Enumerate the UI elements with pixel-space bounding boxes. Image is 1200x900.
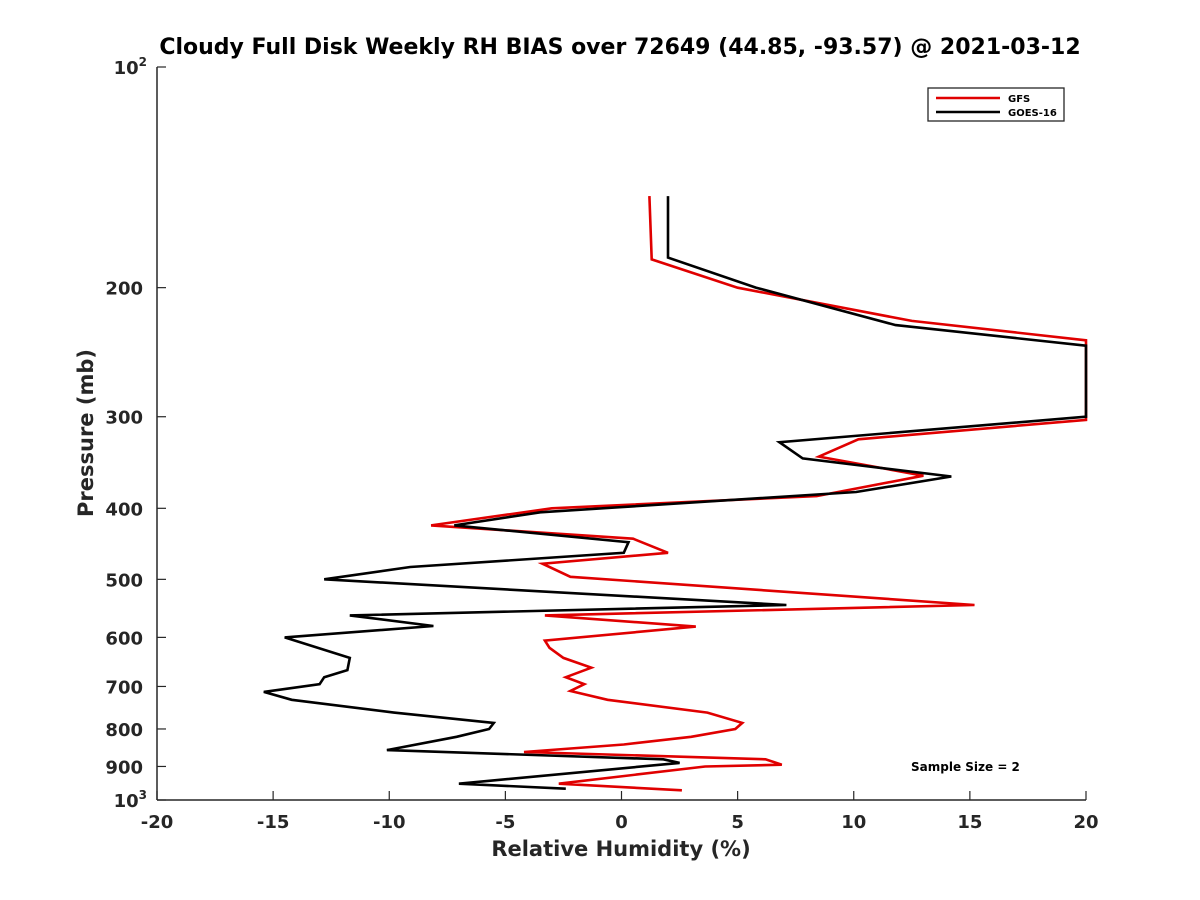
- legend-box: [927, 87, 1065, 122]
- y-axis-label: Pressure (mb): [74, 349, 98, 517]
- x-tick-label: 20: [1073, 812, 1098, 833]
- x-tick-label: 0: [615, 812, 628, 833]
- x-tick-label: 15: [957, 812, 982, 833]
- x-tick-label: -5: [495, 812, 515, 833]
- series-layer: [263, 196, 1088, 792]
- y-tick-label: 300: [105, 408, 143, 429]
- y-tick-label: 103: [114, 788, 147, 812]
- y-tick-label: 600: [105, 628, 143, 649]
- y-tick-label: 900: [105, 757, 143, 778]
- y-tick-label: 102: [114, 55, 147, 79]
- legend: GFS GOES-16: [927, 87, 1065, 122]
- x-tick-label: 10: [841, 812, 866, 833]
- series-line-gfs: [430, 196, 1088, 792]
- legend-label: GOES-16: [1008, 108, 1057, 119]
- x-axis-label: Relative Humidity (%): [491, 837, 750, 861]
- sample-size-annotation: Sample Size = 2: [911, 760, 1020, 774]
- y-tick-label: 700: [105, 677, 143, 698]
- y-tick-label: 200: [105, 279, 143, 300]
- legend-label: GFS: [1008, 94, 1030, 105]
- y-tick-label: 800: [105, 720, 143, 741]
- x-tick-label: -20: [141, 812, 174, 833]
- x-tick-label: -10: [373, 812, 406, 833]
- series-line-goes-16: [263, 196, 1088, 790]
- y-tick-label: 500: [105, 570, 143, 591]
- axes: -20 -15 -10 -5 0 5 10 15 20 102 200 300 400 500 600 700…: [105, 55, 1098, 833]
- x-tick-label: 5: [731, 812, 744, 833]
- chart-title: Cloudy Full Disk Weekly RH BIAS over 726…: [159, 35, 1080, 60]
- x-tick-label: -15: [257, 812, 290, 833]
- y-tick-label: 400: [105, 499, 143, 520]
